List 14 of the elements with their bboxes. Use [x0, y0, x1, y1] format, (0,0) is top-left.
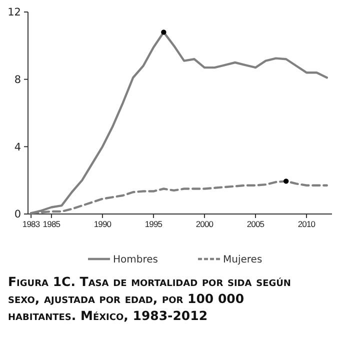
y-tick-label: 8	[14, 74, 21, 86]
x-tick-label: 1983	[22, 219, 40, 229]
y-tick-label: 12	[8, 6, 21, 19]
y-tick-label: 0	[14, 208, 21, 221]
x-tick-label: 2005	[246, 219, 265, 229]
text: Figura 1C. Tasa de mortalidad por sida según sexo, ajustada por edad, por 100 000 habitantes. México, 1983-2012	[8, 274, 291, 323]
x-tick-label: 1990	[94, 219, 112, 229]
x-tick-label: 2000	[196, 219, 214, 229]
x-tick-label: 1995	[144, 219, 163, 229]
y-tick-label: 4	[14, 141, 22, 154]
x-tick-label: 2010	[298, 219, 316, 229]
legend-label: Mujeres	[223, 254, 262, 266]
x-tick-label: 1985	[42, 219, 61, 229]
legend-label: Hombres	[113, 254, 158, 266]
